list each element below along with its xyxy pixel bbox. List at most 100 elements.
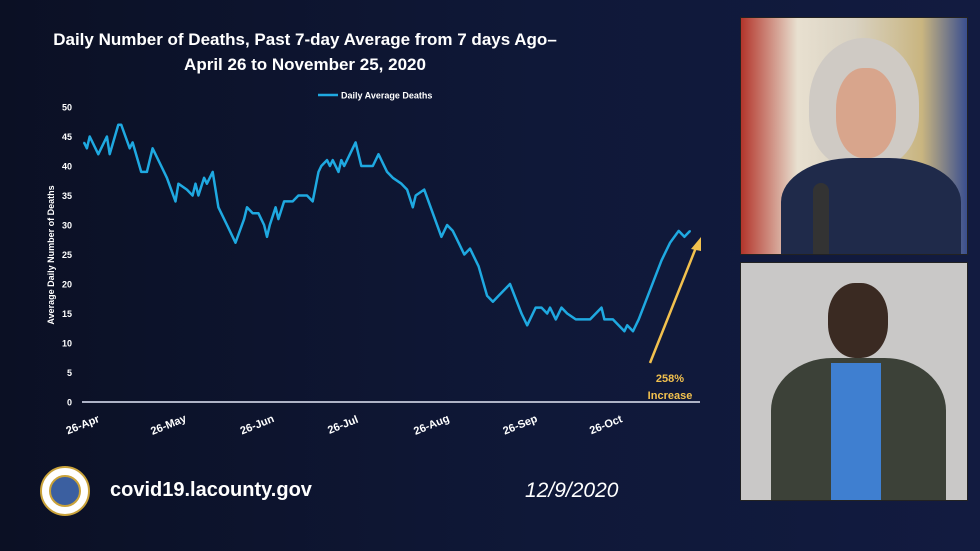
x-tick-label: 26-Jul [326, 414, 360, 437]
data-point [337, 171, 340, 173]
speaker-face [836, 68, 896, 158]
interpreter-shirt [831, 363, 881, 500]
data-point [146, 171, 148, 173]
data-point [509, 283, 511, 285]
increase-arrowhead [691, 237, 701, 251]
data-point [669, 241, 671, 244]
data-point [326, 159, 328, 161]
data-point [291, 200, 294, 203]
microphone [813, 183, 829, 254]
data-point [526, 324, 528, 327]
data-point [594, 312, 597, 315]
data-point [446, 224, 448, 226]
interpreter-head [828, 283, 888, 358]
data-point [88, 135, 91, 138]
data-point [440, 236, 443, 238]
data-point [566, 312, 568, 315]
data-point [469, 247, 471, 250]
data-point [371, 165, 374, 167]
y-tick-label: 35 [62, 191, 72, 201]
data-point [206, 182, 208, 185]
data-point [257, 212, 260, 214]
speaker-jacket [781, 158, 961, 254]
y-tick-label: 10 [62, 339, 72, 349]
y-tick-label: 5 [67, 368, 72, 378]
y-tick-label: 50 [62, 103, 72, 113]
data-point [329, 165, 331, 167]
data-point [266, 236, 268, 238]
data-point [274, 206, 277, 209]
data-point [194, 182, 197, 185]
data-point [140, 171, 142, 173]
data-point [589, 318, 591, 321]
presentation-date: 12/9/2020 [525, 479, 619, 502]
chart-title-line1: Daily Number of Deaths, Past 7-day Avera… [53, 30, 557, 49]
x-tick-label: 26-Aug [412, 413, 451, 438]
data-point [320, 165, 323, 167]
data-point [117, 123, 120, 126]
data-point [217, 206, 220, 209]
data-point [386, 171, 388, 173]
chart-title-line2: April 26 to November 25, 2020 [184, 55, 426, 74]
data-point [131, 141, 134, 144]
data-point [166, 177, 168, 179]
data-point [660, 259, 663, 262]
data-point [211, 171, 214, 173]
data-point [297, 194, 300, 197]
y-tick-label: 45 [62, 132, 72, 142]
data-point [263, 224, 265, 226]
data-point [400, 182, 403, 185]
data-point [454, 236, 457, 238]
data-point [226, 224, 228, 226]
data-point [186, 188, 188, 191]
data-point [414, 194, 417, 197]
data-point [340, 159, 343, 161]
data-point [626, 324, 629, 327]
data-point [377, 153, 380, 155]
data-point [128, 147, 131, 150]
data-point [331, 159, 334, 161]
data-point [612, 318, 614, 321]
data-point [574, 318, 577, 321]
data-point [412, 206, 414, 209]
data-point [251, 212, 254, 214]
x-tick-label: 26-May [149, 412, 189, 437]
annotation-percent: 258% [656, 373, 684, 385]
website-url: covid19.lacounty.gov [110, 479, 312, 501]
data-point [554, 318, 557, 321]
y-tick-label: 25 [62, 250, 72, 260]
data-point [689, 230, 691, 232]
data-point [160, 165, 162, 167]
data-point [349, 153, 351, 155]
series-line-daily-average-deaths [82, 123, 691, 333]
data-point [277, 218, 280, 220]
y-tick-label: 15 [62, 309, 72, 319]
data-point [191, 194, 194, 197]
data-point [177, 182, 180, 185]
data-point [243, 218, 245, 220]
data-point [423, 188, 426, 191]
x-tick-label: 26-Apr [64, 413, 101, 437]
data-point [106, 135, 108, 138]
data-point [406, 188, 408, 191]
data-point [520, 312, 523, 315]
data-point [560, 306, 563, 309]
data-point [452, 230, 454, 232]
data-point [86, 147, 88, 150]
data-point [600, 306, 603, 309]
y-tick-label: 0 [67, 398, 72, 408]
la-county-seal-logo [40, 466, 90, 516]
increase-arrow [648, 244, 699, 364]
data-point [632, 330, 634, 333]
data-point [311, 200, 314, 203]
data-point [637, 318, 640, 321]
data-point [317, 171, 320, 173]
data-point [343, 165, 345, 167]
data-point [677, 230, 680, 232]
data-point [197, 194, 200, 197]
y-tick-label: 40 [62, 162, 72, 172]
x-tick-label: 26-Jun [239, 413, 277, 438]
data-point [683, 236, 686, 238]
x-tick-label: 26-Sep [501, 413, 539, 438]
sign-language-interpreter-feed [740, 262, 968, 501]
